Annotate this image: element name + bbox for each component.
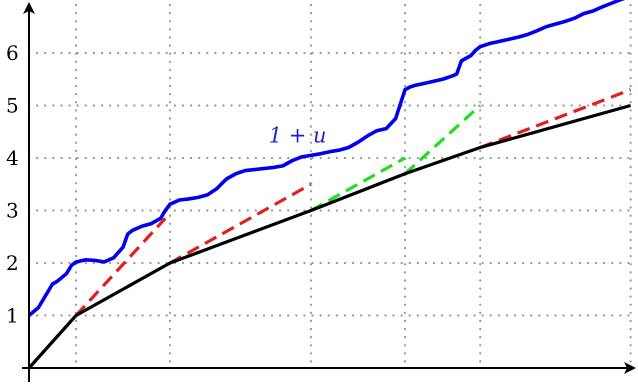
y-tick-label: 1 [6,304,19,328]
series-line-6 [403,104,482,175]
series-group [27,0,632,370]
axes [22,2,636,382]
series-line-1 [27,103,632,370]
series-line-4 [479,88,632,149]
tick-labels: 1 2 3 4 5 6 [6,41,19,328]
x-axis-arrow [624,362,636,374]
y-tick-label: 6 [6,41,19,65]
series-line-2 [74,217,167,317]
y-tick-label: 5 [6,94,19,118]
y-tick-label: 3 [6,199,19,223]
y-tick-label: 4 [6,146,19,170]
y-axis-arrow [23,2,35,14]
series-line-0 [27,0,626,317]
series-line-5 [310,156,406,212]
grid [27,3,638,370]
y-tick-label: 2 [6,251,19,275]
series-line-3 [169,182,312,265]
annotation-label: 1 + u [269,123,327,147]
